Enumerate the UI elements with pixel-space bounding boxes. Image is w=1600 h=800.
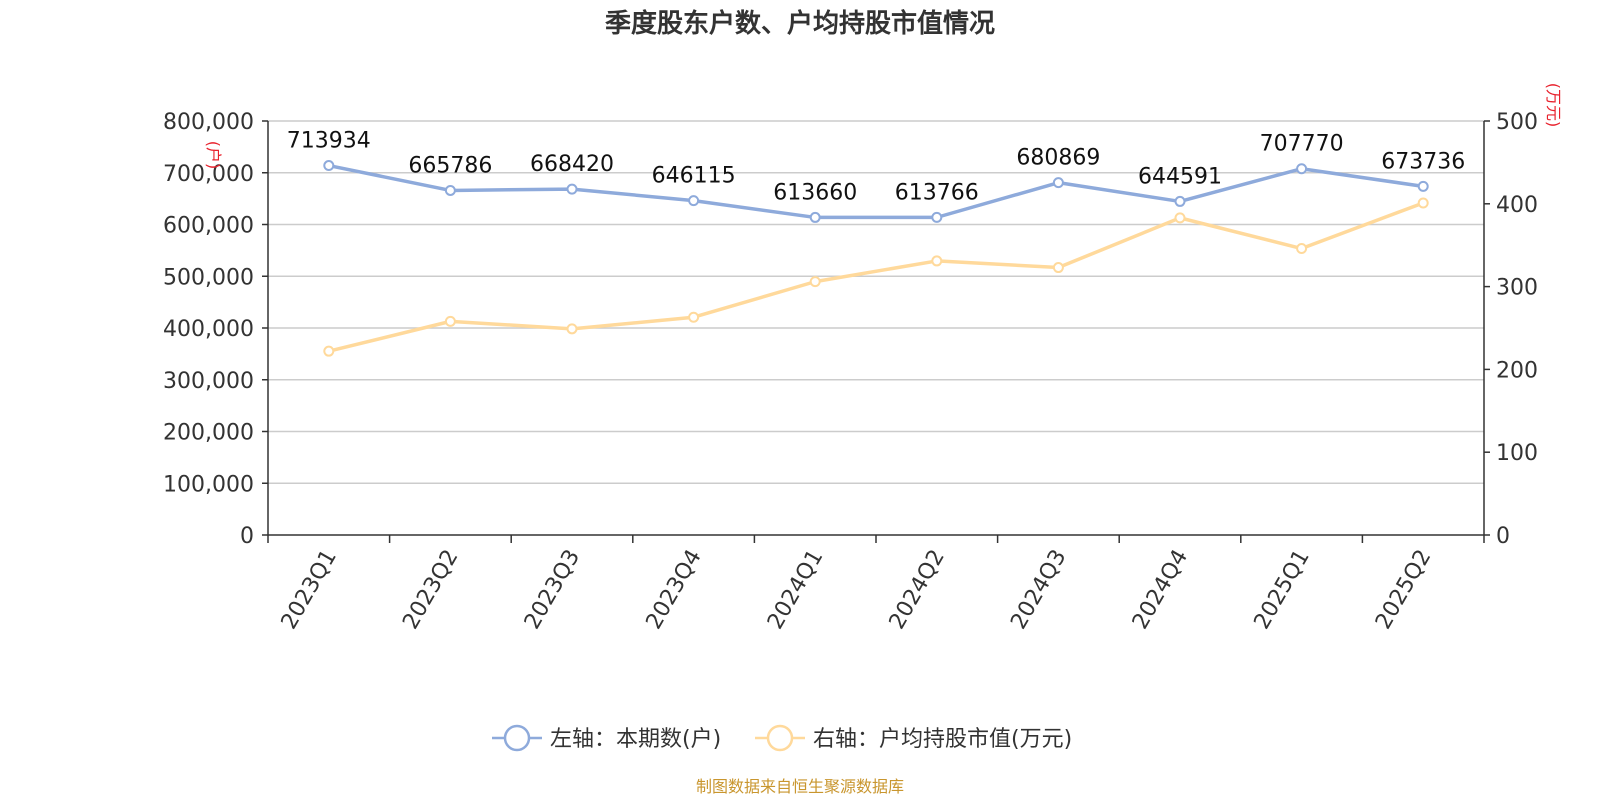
x-tick-label: 2023Q2 [398, 546, 463, 634]
x-tick-label: 2024Q3 [1006, 546, 1071, 634]
data-point [688, 195, 700, 207]
x-tick-label: 2024Q2 [885, 546, 950, 634]
right-tick-label: 500 [1496, 110, 1538, 135]
series-layer: 713934 665786 668420 646115 613660 613766 6808… [287, 129, 1465, 357]
left-tick-label: 0 [240, 524, 254, 549]
data-label: 644591 [1138, 164, 1222, 189]
source-note: 制图数据来自恒生聚源数据库 [696, 777, 904, 796]
data-point [931, 255, 943, 267]
data-label: 646115 [652, 164, 736, 189]
left-tick-label: 700,000 [163, 162, 254, 187]
left-tick-label: 100,000 [163, 472, 254, 497]
legend-label: 右轴：户均持股市值(万元) [813, 727, 1072, 752]
data-point [1174, 195, 1186, 207]
x-tick-label: 2023Q4 [641, 546, 706, 634]
data-label: 613660 [773, 180, 857, 205]
data-point [809, 211, 821, 223]
chart-title: 季度股东户数、户均持股市值情况 [605, 8, 995, 39]
left-tick-label: 600,000 [163, 214, 254, 239]
data-point [809, 276, 821, 288]
data-point [566, 323, 578, 335]
data-point [566, 183, 578, 195]
data-point [444, 184, 456, 196]
data-point [323, 160, 335, 172]
left-tick-label: 500,000 [163, 265, 254, 290]
right-tick-label: 200 [1496, 358, 1538, 383]
right-axis-unit: (万元) [1544, 83, 1563, 128]
data-label: 707770 [1260, 132, 1344, 157]
right-tick-label: 400 [1496, 193, 1538, 218]
x-tick-label: 2024Q1 [763, 546, 828, 634]
data-label: 665786 [408, 153, 492, 178]
data-label: 713934 [287, 129, 371, 154]
data-point [1417, 180, 1429, 192]
left-tick-label: 200,000 [163, 421, 254, 446]
data-label: 680869 [1016, 146, 1100, 171]
left-tick-label: 800,000 [163, 110, 254, 135]
data-label: 673736 [1381, 149, 1465, 174]
right-tick-label: 300 [1496, 276, 1538, 301]
data-point [444, 315, 456, 327]
legend-label: 左轴：本期数(户) [550, 727, 721, 752]
legend[interactable]: 左轴：本期数(户) 右轴：户均持股市值(万元) [492, 724, 1072, 752]
data-point [1052, 262, 1064, 274]
x-tick-label: 2025Q1 [1249, 546, 1314, 634]
data-point [323, 345, 335, 357]
x-tick-label: 2023Q3 [520, 546, 585, 634]
series-line [328, 201, 1424, 353]
gridlines [268, 120, 1484, 484]
data-point [1052, 177, 1064, 189]
data-point [1417, 197, 1429, 209]
right-tick-label: 100 [1496, 441, 1538, 466]
x-tick-label: 2023Q1 [277, 546, 342, 634]
data-point [1174, 212, 1186, 224]
left-axis-unit: (户) [204, 141, 223, 170]
legend-marker-icon [766, 724, 794, 752]
data-point [1296, 163, 1308, 175]
data-label: 668420 [530, 152, 614, 177]
x-tick-label: 2024Q4 [1128, 546, 1193, 634]
data-point [688, 311, 700, 323]
right-tick-label: 0 [1496, 524, 1510, 549]
series-line [328, 163, 1424, 220]
left-tick-label: 400,000 [163, 317, 254, 342]
x-tick-label: 2025Q2 [1371, 546, 1436, 634]
data-point [1296, 243, 1308, 255]
data-point [931, 211, 943, 223]
data-label: 613766 [895, 180, 979, 205]
legend-marker-icon [503, 724, 531, 752]
left-tick-label: 300,000 [163, 369, 254, 394]
